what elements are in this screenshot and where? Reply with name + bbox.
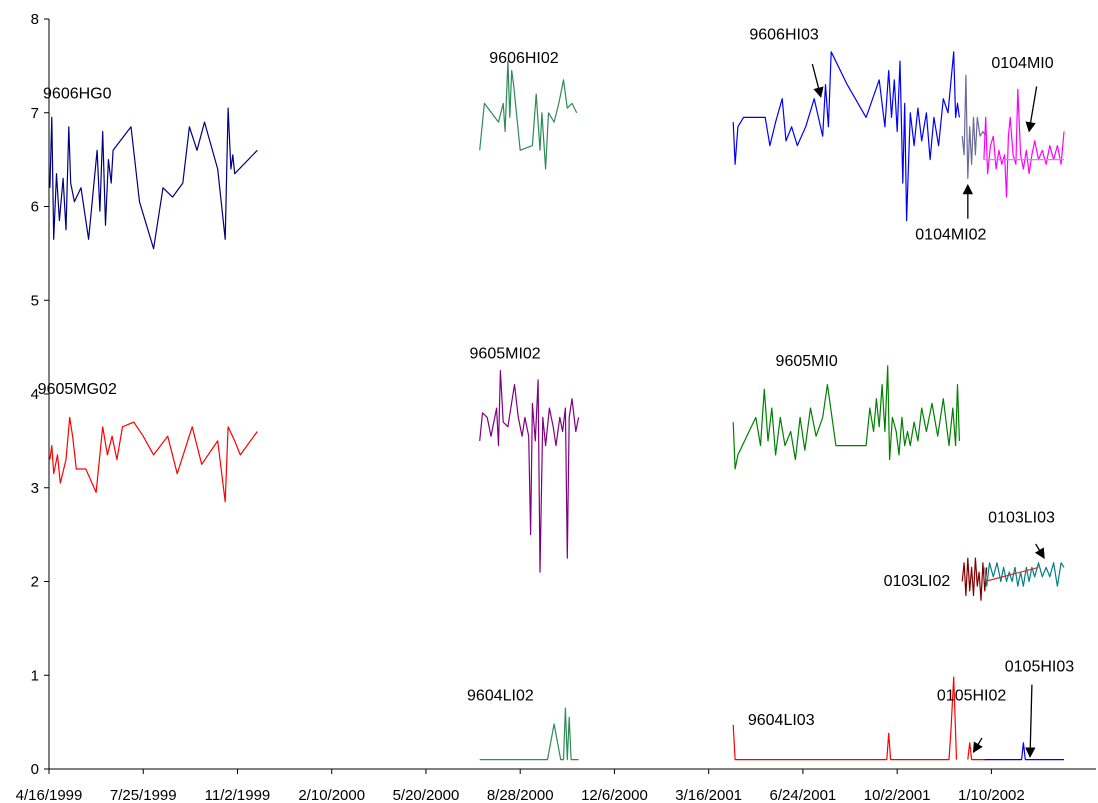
annotation-label: 0103LI03	[988, 509, 1055, 526]
annotation-label: 9606HI03	[749, 27, 818, 44]
annotation-arrows	[811, 63, 1045, 758]
y-tick-label: 8	[31, 11, 39, 28]
x-tick-label: 10/2/2001	[864, 787, 931, 803]
x-tick-label: 1/10/2002	[958, 787, 1025, 803]
series-line	[983, 88, 1065, 198]
annotation-label: 9605MG02	[38, 381, 117, 398]
series-line	[984, 742, 1064, 761]
y-tick-label: 2	[31, 574, 39, 591]
x-tick-label: 12/6/2000	[581, 787, 648, 803]
annotation-label: 9605MI02	[470, 345, 541, 362]
annotation-arrow	[1025, 86, 1038, 133]
annotation-arrow	[972, 737, 983, 754]
series-line	[961, 557, 988, 601]
x-tick-label: 6/24/2001	[770, 787, 837, 803]
annotation-arrow	[811, 63, 824, 98]
y-tick-label: 7	[31, 105, 39, 122]
y-tick-label: 3	[31, 480, 39, 497]
annotation-label: 9605MI0	[776, 353, 838, 370]
annotation-label: 9606HI02	[489, 50, 558, 67]
annotation-label: 0104MI02	[915, 226, 986, 243]
x-axis: 4/16/1999 7/25/1999 11/2/1999 2/10/2000 5/20…	[16, 768, 1096, 803]
series-line	[479, 370, 580, 573]
chart-series	[49, 51, 1065, 761]
y-tick-label: 0	[31, 761, 39, 778]
x-tick-label: 8/28/2000	[487, 787, 554, 803]
annotation-label: 0103LI02	[884, 573, 951, 590]
annotation-label: 0105HI03	[1005, 659, 1074, 676]
series-line	[479, 60, 578, 170]
y-tick-label: 5	[31, 292, 39, 309]
series-line	[732, 676, 958, 761]
x-tick-label: 7/25/1999	[110, 787, 177, 803]
series-line	[479, 707, 579, 761]
series-line	[984, 566, 1039, 583]
x-tick-label: 11/2/1999	[205, 787, 271, 803]
y-tick-label: 4	[31, 386, 39, 403]
annotation-arrow	[1025, 684, 1036, 758]
x-tick-label: 3/16/2001	[675, 787, 742, 803]
annotation-label: 9604LI02	[467, 688, 534, 705]
y-axis: 0 1 2 3 4 5 6 7 8	[31, 11, 50, 778]
y-tick-label: 6	[31, 199, 39, 216]
series-line	[732, 51, 960, 222]
series-line	[967, 742, 987, 761]
annotation-label: 9604LI03	[748, 712, 815, 729]
annotation-label: 0105HI02	[937, 688, 1006, 705]
annotation-label: 0104MI0	[991, 55, 1053, 72]
series-line	[961, 74, 987, 179]
series-line	[732, 365, 960, 470]
series-line	[49, 416, 258, 503]
annotation-arrow	[1034, 543, 1045, 559]
annotation-label: 9606HG0	[43, 86, 112, 103]
annotation-labels: 9606HG0 9605MG02 9606HI02 9605MI02 9604LI02 9…	[38, 27, 1075, 729]
x-tick-label: 5/20/2000	[393, 787, 460, 803]
x-tick-label: 2/10/2000	[298, 787, 365, 803]
series-line	[984, 562, 1065, 587]
y-tick-label: 1	[31, 667, 39, 684]
x-tick-label: 4/16/1999	[16, 787, 83, 803]
series-line	[49, 107, 258, 250]
